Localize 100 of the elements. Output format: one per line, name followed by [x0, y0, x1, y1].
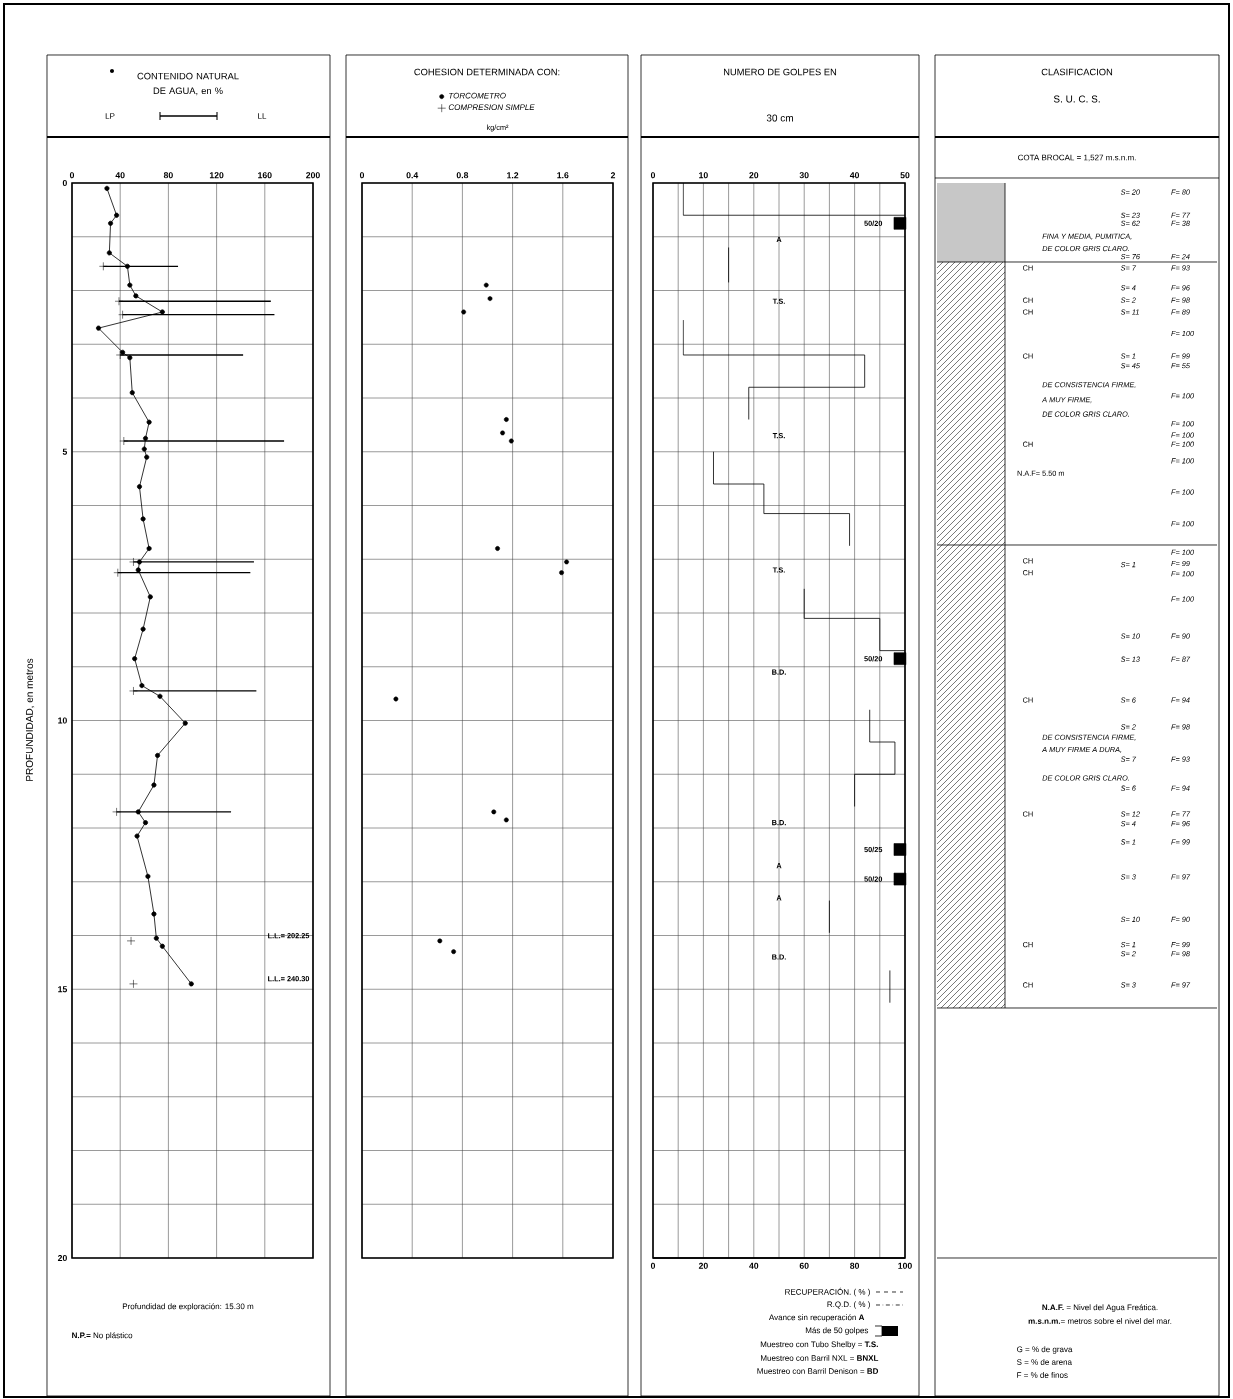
point [144, 454, 150, 460]
y-tick-label: 5 [62, 448, 68, 455]
point [140, 516, 146, 522]
chart-subtitle: 30 cm [766, 114, 793, 122]
point [114, 296, 124, 306]
point [141, 446, 147, 452]
point [136, 484, 143, 490]
x-tick-label: 1.2 [507, 172, 519, 179]
point [119, 436, 129, 446]
point [483, 282, 489, 288]
y-tick-label: 20 [57, 1254, 67, 1262]
point [124, 263, 130, 269]
x-tick-label: 1.6 [557, 172, 569, 179]
x-tick-label: 2 [610, 172, 616, 179]
x-tick-label: 0.8 [456, 172, 469, 179]
x-tick-label: 160 [258, 172, 272, 179]
point [151, 911, 157, 917]
x2-tick-label: 100 [898, 1262, 912, 1269]
x-tick-label: 40 [849, 172, 860, 179]
text: CLASIFICACION [1041, 68, 1113, 76]
text: S = % de arena [1016, 1359, 1072, 1365]
point [140, 626, 146, 632]
point [393, 696, 399, 702]
text: Avance sin recuperación A [768, 1314, 865, 1322]
point [142, 435, 149, 441]
x-tick-label: 200 [306, 172, 320, 179]
point [145, 873, 151, 879]
point [508, 438, 514, 444]
x-tick-label: 10 [699, 172, 708, 179]
point [159, 943, 165, 949]
text: LP [105, 113, 115, 119]
x2-tick-label: 40 [749, 1262, 759, 1269]
point [155, 752, 161, 758]
x2-tick-label: 80 [850, 1262, 860, 1269]
point [503, 417, 509, 422]
text: F = % de finos [1017, 1372, 1068, 1378]
x-tick-label: 30 [799, 172, 809, 179]
text: Muestreo con Tubo Shelby = T.S. [760, 1341, 878, 1349]
point [146, 419, 152, 425]
text: Muestreo con Barril Denison = BD [757, 1368, 879, 1374]
x-tick-label: 120 [209, 172, 224, 179]
point [135, 567, 141, 573]
point [139, 683, 145, 689]
point [99, 262, 108, 271]
chart-title: COHESION DETERMINADA CON: [414, 68, 560, 76]
point [114, 212, 120, 218]
point [151, 782, 157, 788]
text: S. U. C. S. [1053, 95, 1100, 103]
x-tick-label: 80 [163, 172, 173, 179]
point [129, 390, 135, 396]
chart-title: CONTENIDO NATURAL DE AGUA, en % [137, 72, 239, 96]
text: COTA BROCAL = 1,527 m.s.n.m. [1018, 154, 1136, 162]
point [129, 979, 138, 989]
text: N.A.F. = Nivel del Agua Freática. [1042, 1304, 1158, 1312]
point [188, 981, 194, 987]
text: LL [258, 113, 267, 119]
point [451, 949, 457, 955]
point [133, 293, 139, 299]
point [106, 250, 112, 256]
point [118, 310, 127, 319]
point [559, 570, 564, 576]
text: m.s.n.m.= metros sobre el nivel del mar. [1028, 1318, 1172, 1324]
point [500, 430, 505, 436]
point [108, 220, 114, 226]
point [461, 309, 467, 315]
point [113, 568, 123, 577]
text: Profundidad de exploración: 15.30 m [122, 1303, 254, 1311]
point [147, 594, 153, 600]
text: N.P.= No plástico [72, 1332, 133, 1340]
point [437, 938, 443, 944]
x2-tick-label: 60 [799, 1262, 809, 1269]
chart-title: NUMERO DE GOLPES EN [723, 68, 837, 76]
x-tick-label: 0.4 [406, 172, 419, 179]
legend-label: TORCOMETRO [449, 92, 506, 99]
point [182, 720, 188, 726]
y-axis-title: PROFUNDIDAD, en metros [25, 658, 35, 781]
point [893, 652, 907, 665]
x2-tick-label: 20 [698, 1262, 708, 1269]
y-tick-label: 15 [58, 986, 68, 993]
point [564, 559, 569, 565]
point [134, 833, 140, 839]
point [129, 557, 138, 567]
point [142, 820, 149, 826]
y-tick-label: 10 [58, 717, 67, 724]
point [893, 872, 907, 886]
point [127, 282, 133, 288]
point [893, 217, 907, 230]
point [159, 309, 165, 315]
x-tick-label: 20 [749, 172, 759, 179]
point [126, 936, 136, 946]
point [104, 185, 110, 191]
point [893, 843, 907, 856]
x-tick-label: 40 [115, 172, 125, 179]
point [112, 807, 121, 817]
x-tick-label: 50 [900, 172, 910, 179]
point [146, 545, 152, 552]
x-tick-label: 0 [650, 172, 656, 179]
point [157, 693, 163, 699]
point [503, 817, 509, 823]
point [495, 546, 500, 551]
